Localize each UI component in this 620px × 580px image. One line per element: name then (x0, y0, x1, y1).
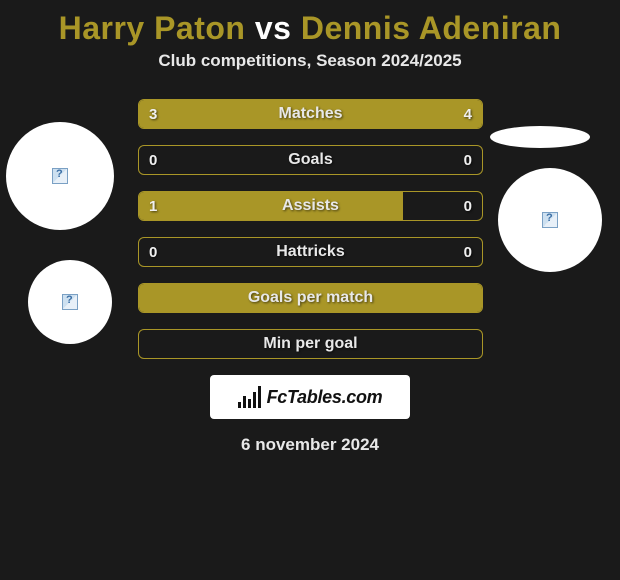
bar-value-right: 0 (464, 238, 472, 266)
bar-row-matches: Matches3 4 (138, 99, 483, 129)
bar-label: Goals (139, 146, 482, 174)
bar-row-assists: Assists1 0 (138, 191, 483, 221)
player2-name: Dennis Adeniran (301, 10, 562, 46)
broken-image-icon (542, 212, 558, 228)
bar-value-left: 0 (149, 238, 157, 266)
bar-label: Goals per match (139, 284, 482, 312)
player2-ellipse (490, 126, 590, 148)
bar-row-min-per-goal: Min per goal (138, 329, 483, 359)
logo-bars-icon (238, 386, 261, 408)
bar-row-goals: Goals0 0 (138, 145, 483, 175)
broken-image-icon (62, 294, 78, 310)
title-vs: vs (255, 10, 292, 46)
logo-text: FcTables.com (267, 387, 383, 408)
subtitle: Club competitions, Season 2024/2025 (0, 51, 620, 71)
bar-row-goals-per-match: Goals per match (138, 283, 483, 313)
bar-value-right: 0 (464, 192, 472, 220)
bar-value-left: 1 (149, 192, 157, 220)
bar-row-hattricks: Hattricks0 0 (138, 237, 483, 267)
fctables-logo: FcTables.com (210, 375, 410, 419)
bar-label: Matches (139, 100, 482, 128)
bar-value-left: 3 (149, 100, 157, 128)
page-title: Harry Paton vs Dennis Adeniran (0, 4, 620, 51)
player1-photo-top (6, 122, 114, 230)
bar-label: Min per goal (139, 330, 482, 358)
player1-name: Harry Paton (59, 10, 246, 46)
player1-photo-bottom (28, 260, 112, 344)
bar-value-right: 4 (464, 100, 472, 128)
player2-photo (498, 168, 602, 272)
bar-label: Assists (139, 192, 482, 220)
bar-value-left: 0 (149, 146, 157, 174)
broken-image-icon (52, 168, 68, 184)
comparison-bars: Matches34Goals00Assists10Hattricks00Goal… (138, 99, 483, 359)
bar-value-right: 0 (464, 146, 472, 174)
date: 6 november 2024 (0, 435, 620, 455)
bar-label: Hattricks (139, 238, 482, 266)
